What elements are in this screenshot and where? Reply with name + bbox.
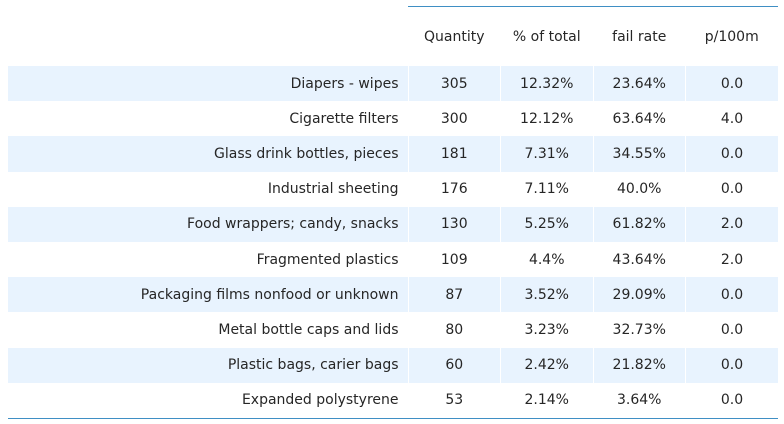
cell-fail-rate: 63.64% — [592, 101, 686, 137]
cell-quantity: 300 — [407, 101, 501, 137]
cell-quantity: 109 — [407, 241, 501, 278]
cell-p100m: 2.0 — [685, 241, 778, 278]
cell-p100m: 0.0 — [685, 347, 778, 383]
table-row: Industrial sheeting 176 7.11% 40.0% 0.0 — [8, 171, 778, 207]
table-row: Packaging films nonfood or unknown 87 3.… — [8, 277, 778, 313]
header-row: Quantity % of total fail rate p/100m — [8, 6, 778, 67]
cell-pct-total: 5.25% — [500, 206, 593, 242]
table-row: Cigarette filters 300 12.12% 63.64% 4.0 — [8, 101, 778, 137]
cell-pct-total: 2.42% — [500, 347, 593, 383]
header-pct-total: % of total — [500, 6, 593, 66]
cell-fail-rate: 32.73% — [592, 312, 686, 348]
cell-pct-total: 12.12% — [500, 101, 593, 137]
cell-quantity: 60 — [407, 347, 501, 383]
cell-p100m: 0.0 — [685, 136, 778, 172]
table-body: Diapers - wipes 305 12.32% 23.64% 0.0 Ci… — [8, 66, 778, 419]
cell-fail-rate: 34.55% — [592, 136, 686, 172]
cell-p100m: 0.0 — [685, 382, 778, 419]
row-label: Metal bottle caps and lids — [218, 321, 399, 338]
cell-pct-total: 7.31% — [500, 136, 593, 172]
row-label: Diapers - wipes — [8, 66, 408, 102]
cell-fail-rate: 21.82% — [592, 347, 686, 383]
cell-pct-total: 3.23% — [500, 312, 593, 348]
row-label: Cigarette filters — [289, 110, 399, 127]
cell-quantity: 176 — [407, 171, 501, 207]
cell-pct-total: 4.4% — [500, 241, 593, 278]
cell-pct-total: 2.14% — [500, 382, 593, 419]
header-fail-rate: fail rate — [593, 6, 686, 66]
cell-p100m: 0.0 — [685, 66, 778, 102]
row-label: Glass drink bottles, pieces — [8, 136, 408, 172]
table-row: Diapers - wipes 305 12.32% 23.64% 0.0 — [8, 66, 778, 102]
cell-quantity: 87 — [407, 277, 501, 313]
cell-p100m: 0.0 — [685, 171, 778, 207]
cell-quantity: 305 — [407, 66, 501, 102]
row-label: Expanded polystyrene — [8, 382, 408, 419]
cell-fail-rate: 43.64% — [592, 241, 686, 278]
table-row: Plastic bags, carier bags 60 2.42% 21.82… — [8, 347, 778, 383]
table-row: Food wrappers; candy, snacks 130 5.25% 6… — [8, 206, 778, 242]
data-table-container: Quantity % of total fail rate p/100m Dia… — [8, 6, 778, 419]
cell-quantity: 181 — [407, 136, 501, 172]
cell-pct-total: 3.52% — [500, 277, 593, 313]
cell-p100m: 2.0 — [685, 206, 778, 242]
table-row: Fragmented plastics 109 4.4% 43.64% 2.0 — [8, 241, 778, 278]
row-label: Packaging films nonfood or unknown — [8, 277, 408, 313]
row-label: Industrial sheeting — [267, 181, 399, 198]
cell-fail-rate: 61.82% — [592, 206, 686, 242]
cell-quantity: 53 — [407, 382, 501, 419]
row-label: Food wrappers; candy, snacks — [8, 206, 408, 242]
cell-fail-rate: 23.64% — [592, 66, 686, 102]
cell-p100m: 0.0 — [685, 312, 778, 348]
cell-pct-total: 7.11% — [500, 171, 593, 207]
cell-fail-rate: 29.09% — [592, 277, 686, 313]
cell-p100m: 4.0 — [685, 101, 778, 137]
cell-fail-rate: 3.64% — [592, 382, 686, 419]
data-table: Quantity % of total fail rate p/100m Dia… — [8, 6, 778, 419]
cell-p100m: 0.0 — [685, 277, 778, 313]
table-row: Metal bottle caps and lids 80 3.23% 32.7… — [8, 312, 778, 348]
header-blank — [8, 7, 408, 67]
table-header: Quantity % of total fail rate p/100m — [8, 6, 778, 67]
header-quantity: Quantity — [408, 6, 501, 66]
table-row: Expanded polystyrene 53 2.14% 3.64% 0.0 — [8, 382, 778, 419]
table-row: Glass drink bottles, pieces 181 7.31% 34… — [8, 136, 778, 172]
row-label: Fragmented plastics — [256, 251, 399, 268]
row-label: Plastic bags, carier bags — [8, 347, 408, 383]
cell-quantity: 80 — [407, 312, 501, 348]
cell-fail-rate: 40.0% — [592, 171, 686, 207]
cell-quantity: 130 — [407, 206, 501, 242]
cell-pct-total: 12.32% — [500, 66, 593, 102]
header-p100m: p/100m — [685, 6, 778, 66]
